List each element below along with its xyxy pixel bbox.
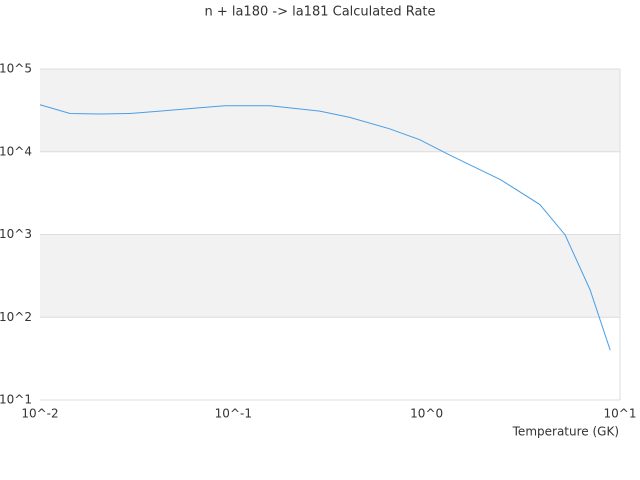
y-tick-label: 10^2	[0, 310, 32, 324]
y-tick-label: 10^1	[0, 393, 32, 407]
x-axis-label: Temperature (GK)	[512, 425, 619, 439]
y-tick-label: 10^3	[0, 227, 32, 241]
grid-band	[40, 69, 620, 152]
x-tick-label: 10^-2	[21, 407, 58, 421]
grid-band	[40, 234, 620, 318]
x-tick-label: 10^0	[410, 407, 443, 421]
data-line	[39, 104, 611, 351]
y-tick-label: 10^4	[0, 144, 32, 158]
y-tick-label: 10^5	[0, 62, 32, 76]
x-tick-label: 10^1	[604, 407, 637, 421]
chart-title: n + la180 -> la181 Calculated Rate	[204, 5, 435, 20]
x-tick-label: 10^-1	[215, 407, 252, 421]
